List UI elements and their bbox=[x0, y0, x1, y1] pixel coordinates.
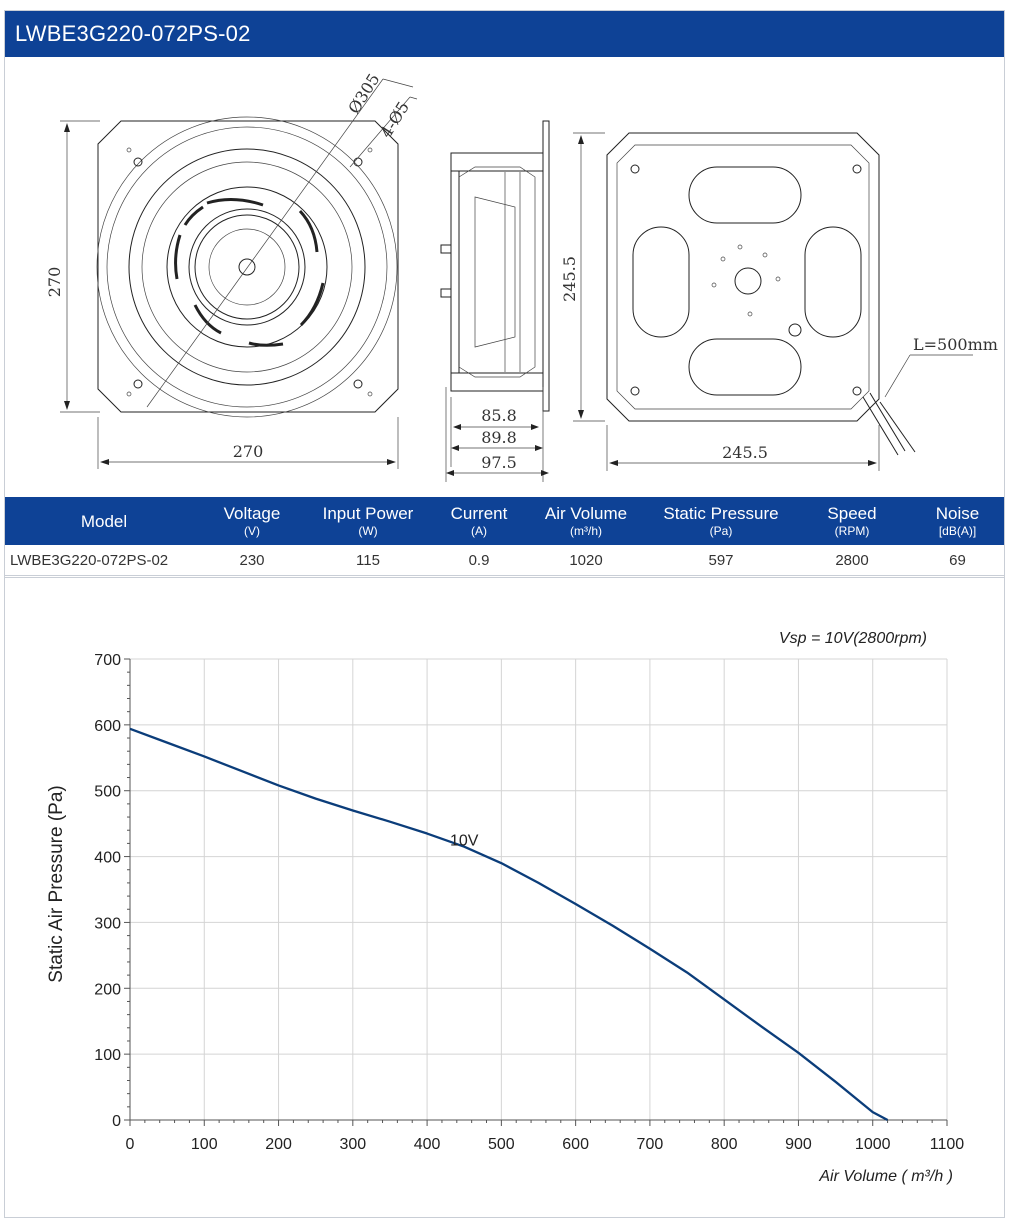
performance-chart: 0 100 200 300 400 500 600 700 800 900 1000 1100 0 100… bbox=[5, 577, 1004, 1218]
x-tick-label: 500 bbox=[488, 1136, 515, 1153]
back-height-label: 245.5 bbox=[560, 256, 579, 302]
spec-header-row: Model Voltage (V) Input Power (W) Current(… bbox=[5, 497, 1004, 545]
dimension-drawings: 270 270 Ø305 4-Ø5 85.8 89.8 bbox=[45, 70, 998, 482]
header-noise: Noise [dB(A)] bbox=[911, 497, 1004, 545]
header-current: Current (A) bbox=[435, 497, 523, 545]
y-tick-label: 100 bbox=[94, 1047, 121, 1064]
chart-grid bbox=[129, 658, 948, 1121]
cell-model: LWBE3G220-072PS-02 bbox=[5, 545, 203, 576]
x-tick-label: 200 bbox=[265, 1136, 292, 1153]
cell-current: 0.9 bbox=[435, 545, 523, 576]
header-speed: Speed (RPM) bbox=[793, 497, 911, 545]
chart-svg: 0 100 200 300 400 500 600 700 800 900 1000 1100 0 100… bbox=[46, 630, 964, 1185]
y-tick-label: 0 bbox=[112, 1113, 121, 1130]
diameter-label: Ø305 bbox=[344, 70, 383, 117]
chart-annotation: Vsp = 10V(2800rpm) bbox=[779, 630, 927, 647]
chart-series: 10V bbox=[129, 727, 889, 1122]
x-tick-label: 700 bbox=[637, 1136, 664, 1153]
side-dim-3: 97.5 bbox=[481, 453, 517, 472]
page-title: LWBE3G220-072PS-02 bbox=[5, 11, 1004, 57]
x-tick-label: 600 bbox=[562, 1136, 589, 1153]
front-height-label: 270 bbox=[45, 267, 64, 298]
x-tick-label: 300 bbox=[339, 1136, 366, 1153]
cell-speed: 2800 bbox=[793, 545, 911, 576]
header-static-pressure: Static Pressure (Pa) bbox=[649, 497, 793, 545]
series-label: 10V bbox=[450, 832, 479, 849]
cell-voltage: 230 bbox=[203, 545, 301, 576]
series-line-10v bbox=[129, 727, 889, 1122]
y-tick-label: 300 bbox=[94, 915, 121, 932]
back-view-drawing bbox=[573, 132, 973, 471]
table-row: LWBE3G220-072PS-02 230 115 0.9 1020 597 … bbox=[5, 545, 1004, 576]
side-dim-2: 89.8 bbox=[481, 428, 517, 447]
x-tick-label: 400 bbox=[414, 1136, 441, 1153]
side-dim-1: 85.8 bbox=[481, 406, 517, 425]
y-tick-label: 200 bbox=[94, 981, 121, 998]
cell-input-power: 115 bbox=[301, 545, 435, 576]
y-axis-label: Static Air Pressure (Pa) bbox=[46, 785, 67, 982]
side-view-drawing bbox=[440, 120, 550, 482]
back-width-label: 245.5 bbox=[722, 443, 768, 462]
front-view-drawing bbox=[60, 78, 418, 469]
holes-label: 4-Ø5 bbox=[376, 98, 413, 141]
spec-table: Model Voltage (V) Input Power (W) Current(… bbox=[5, 497, 1004, 576]
y-tick-label: 600 bbox=[94, 718, 121, 735]
y-tick-label: 700 bbox=[94, 652, 121, 669]
header-input-power: Input Power (W) bbox=[301, 497, 435, 545]
chart-axes: 0 100 200 300 400 500 600 700 800 900 1000 1100 0 100… bbox=[94, 652, 964, 1153]
front-width-label: 270 bbox=[233, 442, 264, 461]
header-air-volume: Air Volume (m³/h) bbox=[523, 497, 649, 545]
y-tick-label: 500 bbox=[94, 784, 121, 801]
header-model: Model bbox=[5, 497, 203, 545]
x-tick-label: 0 bbox=[126, 1136, 135, 1153]
cell-static-pressure: 597 bbox=[649, 545, 793, 576]
x-tick-label: 100 bbox=[191, 1136, 218, 1153]
x-tick-label: 900 bbox=[785, 1136, 812, 1153]
header-voltage: Voltage (V) bbox=[203, 497, 301, 545]
datasheet: LWBE3G220-072PS-02 bbox=[4, 10, 1005, 1218]
cell-air-volume: 1020 bbox=[523, 545, 649, 576]
cell-noise: 69 bbox=[911, 545, 1004, 576]
x-axis-label: Air Volume ( m³/h ) bbox=[818, 1168, 953, 1185]
y-tick-label: 400 bbox=[94, 850, 121, 867]
x-tick-label: 1100 bbox=[930, 1136, 965, 1153]
cable-length-label: L=500mm bbox=[913, 335, 998, 354]
x-tick-label: 800 bbox=[711, 1136, 738, 1153]
x-tick-label: 1000 bbox=[855, 1136, 891, 1153]
